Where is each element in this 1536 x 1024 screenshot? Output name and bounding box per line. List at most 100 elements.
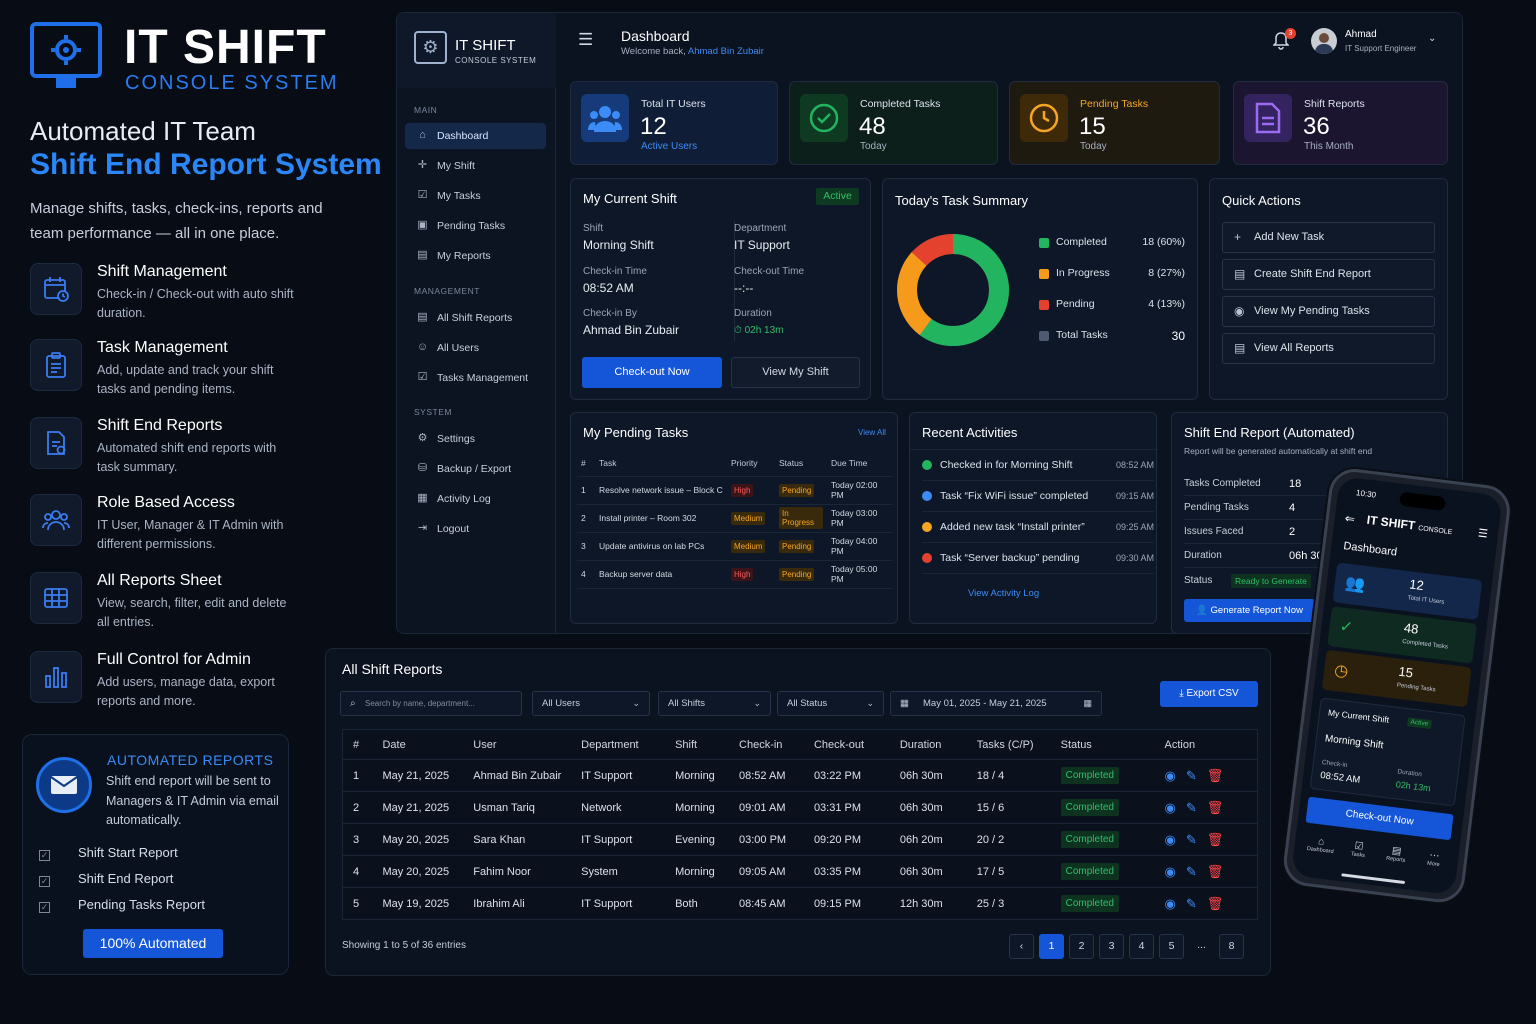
phone-dashboard-title: Dashboard [1342, 540, 1398, 559]
date-range-picker[interactable]: ▦ May 01, 2025 - May 21, 2025 ▦ [890, 691, 1102, 716]
eye-icon[interactable]: ◉ [1164, 895, 1186, 911]
table-row[interactable]: 1 May 21, 2025 Ahmad Bin Zubair IT Support M… [342, 759, 1258, 792]
eye-icon[interactable]: ◉ [1164, 799, 1186, 815]
sidebar-item-backup-export[interactable]: ⛁ Backup / Export [405, 456, 546, 482]
sidebar-item-my-tasks[interactable]: ☑ My Tasks [405, 183, 546, 209]
shift-end-note: Report will be generated automatically a… [1184, 446, 1373, 456]
avatar[interactable] [1311, 28, 1337, 54]
quick-action-create-shift-end-report[interactable]: ▤ Create Shift End Report [1222, 259, 1435, 290]
sidebar-item-pending-tasks[interactable]: ▣ Pending Tasks [405, 213, 546, 239]
user-link[interactable]: Ahmad Bin Zubair [687, 46, 764, 57]
search-input[interactable]: ⌕ Search by name, department... [340, 691, 522, 716]
edit-icon[interactable]: ✎ [1185, 863, 1207, 879]
back-icon[interactable]: ⇐ [1344, 511, 1356, 527]
stat-card: Shift Reports 36 This Month [1233, 81, 1448, 165]
filter-shifts[interactable]: All Shifts ⌄ [658, 691, 771, 716]
stat-card: Pending Tasks 15 Today [1009, 81, 1220, 165]
page-button: ... [1197, 939, 1206, 951]
sidebar-item-logout[interactable]: ⇥ Logout [405, 516, 546, 542]
eye-icon[interactable]: ◉ [1164, 767, 1186, 783]
phone-nav-dashboard[interactable]: ⌂ Dashboard [1302, 834, 1340, 855]
table-row[interactable]: 2 May 21, 2025 Usman Tariq Network Morning 09… [342, 791, 1258, 824]
page-button[interactable]: 8 [1219, 934, 1244, 959]
sidebar-item-my-reports[interactable]: ▤ My Reports [405, 243, 546, 269]
edit-icon[interactable]: ✎ [1185, 831, 1207, 847]
shift-end-status-row: Status Ready to Generate [1184, 569, 1434, 593]
chevron-down-icon[interactable]: ⌄ [1428, 33, 1437, 44]
sidebar: ⚙ IT SHIFT CONSOLE SYSTEM MAIN ⌂ Dashboard… [397, 13, 556, 633]
automated-button[interactable]: 100% Automated [83, 929, 223, 958]
quick-action-view-my-pending-tasks[interactable]: ◉ View My Pending Tasks [1222, 296, 1435, 327]
checkout-button[interactable]: Check-out Now [582, 357, 722, 388]
trash-icon[interactable]: 🗑 [1206, 767, 1234, 783]
sidebar-section-title: SYSTEM [414, 407, 452, 417]
checkbox-icon: ✓ [39, 850, 50, 861]
quick-action-add-new-task[interactable]: + Add New Task [1222, 222, 1435, 253]
view-shift-button[interactable]: View My Shift [731, 357, 860, 388]
edit-icon[interactable]: ✎ [1185, 799, 1207, 815]
trash-icon[interactable]: 🗑 [1206, 799, 1234, 815]
sidebar-item-my-shift[interactable]: ✛ My Shift [405, 153, 546, 179]
sidebar-item-dashboard[interactable]: ⌂ Dashboard [405, 123, 546, 149]
brand-subtitle: CONSOLE SYSTEM [125, 72, 339, 94]
bell-icon[interactable] [1272, 32, 1290, 55]
table-row[interactable]: 3 May 20, 2025 Sara Khan IT Support Evening 0… [342, 823, 1258, 856]
menu-icon[interactable]: ☰ [578, 30, 594, 49]
quick-actions-card: Quick Actions + Add New Task ▤ Create Shift… [1209, 178, 1448, 400]
table-row[interactable]: 4 May 20, 2025 Fahim Noor System Morning 09:0… [342, 855, 1258, 888]
sidebar-item-settings[interactable]: ⚙ Settings [405, 426, 546, 452]
table-cell: May 20, 2025 [372, 823, 464, 856]
eye-icon[interactable]: ◉ [1164, 863, 1186, 879]
table-row[interactable]: 2 Install printer – Room 302 Medium In Prog… [577, 504, 893, 533]
trash-icon[interactable]: 🗑 [1206, 831, 1234, 847]
page-button[interactable]: 2 [1069, 934, 1094, 959]
priority-badge: High [731, 483, 754, 497]
prev-page-icon[interactable]: ‹ [1009, 934, 1034, 959]
phone-nav-tasks[interactable]: ☑ Tasks [1340, 839, 1378, 860]
phone-shift-title: My Current Shift [1327, 707, 1390, 725]
table-row[interactable]: 1 Resolve network issue – Block C High Pend… [577, 476, 893, 505]
view-all-link[interactable]: View All [858, 428, 886, 437]
generate-report-button[interactable]: 👤 Generate Report Now [1184, 599, 1315, 622]
feature-desc: Check-in / Check-out with auto shift dur… [97, 287, 294, 320]
tasks-manage-icon: ☑ [417, 371, 428, 383]
eye-icon[interactable]: ◉ [1164, 831, 1186, 847]
table-cell: Ahmad Bin Zubair [463, 759, 572, 792]
sidebar-item-all-shift-reports[interactable]: ▤ All Shift Reports [405, 305, 546, 331]
edit-icon[interactable]: ✎ [1185, 767, 1207, 783]
table-row[interactable]: 3 Update antivirus on lab PCs Medium Pendin… [577, 532, 893, 561]
legend-swatch [1039, 331, 1049, 341]
page-button[interactable]: 4 [1129, 934, 1154, 959]
sidebar-item-activity-log[interactable]: ▦ Activity Log [405, 486, 546, 512]
page-button[interactable]: 5 [1159, 934, 1184, 959]
quick-action-view-all-reports[interactable]: ▤ View All Reports [1222, 333, 1435, 364]
shift-end-row: Pending Tasks 4 [1184, 496, 1434, 520]
sidebar-item-tasks-management[interactable]: ☑ Tasks Management [405, 365, 546, 391]
export-csv-button[interactable]: ⤓ Export CSV [1160, 681, 1258, 707]
status-dot-icon [922, 491, 932, 501]
phone-nav-reports[interactable]: ▤ Reports [1377, 844, 1415, 865]
trash-icon[interactable]: 🗑 [1206, 863, 1234, 879]
filter-status[interactable]: All Status ⌄ [777, 691, 884, 716]
legend-swatch [1039, 300, 1049, 310]
sidebar-item-all-users[interactable]: ☺ All Users [405, 335, 546, 361]
edit-icon[interactable]: ✎ [1185, 895, 1207, 911]
shift-end-value: 18 [1289, 478, 1302, 490]
duration-label: Duration [734, 308, 772, 319]
stat-value: 15 [1079, 113, 1106, 140]
table-cell: Sara Khan [463, 823, 572, 856]
phone-nav-more[interactable]: ⋯ More [1415, 848, 1453, 869]
document-icon: ▤ [1234, 267, 1246, 281]
page-button[interactable]: 3 [1099, 934, 1124, 959]
cell-status: Pending [775, 532, 827, 561]
gear-icon: ⚙ [417, 432, 428, 444]
table-row[interactable]: 5 May 19, 2025 Ibrahim Ali IT Support Both 08… [342, 887, 1258, 920]
view-activity-log-link[interactable]: View Activity Log [968, 588, 1040, 599]
filter-users[interactable]: All Users ⌄ [532, 691, 650, 716]
table-cell: 1 [342, 759, 373, 792]
menu-icon[interactable]: ☰ [1477, 527, 1489, 541]
page-button[interactable]: 1 [1039, 934, 1064, 959]
calendar-icon: ▦ [900, 698, 909, 709]
table-row[interactable]: 4 Backup server data High Pending Today 05:0… [577, 560, 893, 589]
trash-icon[interactable]: 🗑 [1206, 895, 1234, 911]
